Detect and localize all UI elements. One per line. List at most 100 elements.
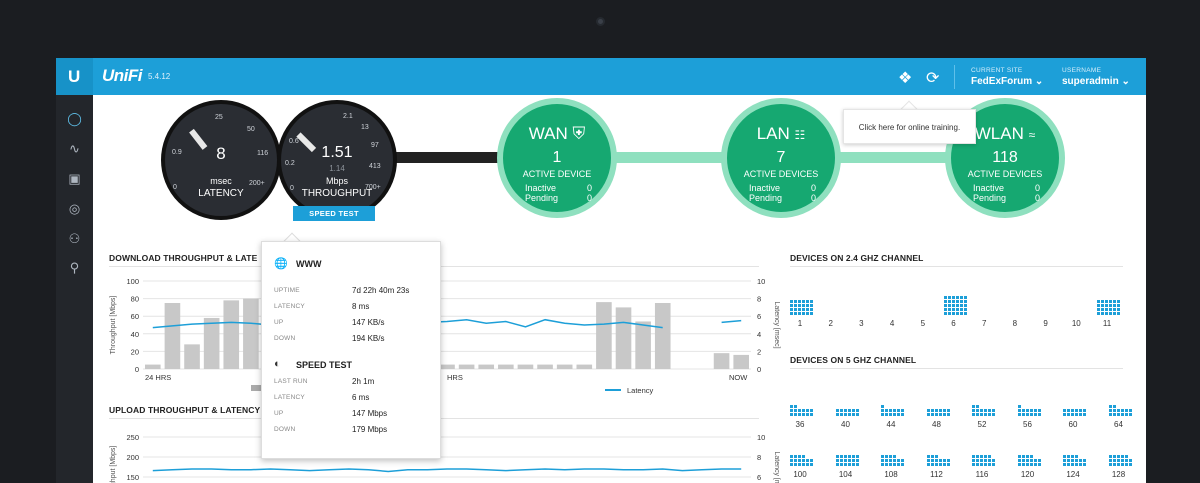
device-dot (1109, 308, 1112, 311)
username-value: superadmin (1062, 76, 1119, 87)
channel-devices[interactable] (1017, 455, 1042, 467)
download-chart[interactable]: 0 20 40 60 80 100 0 2 4 6 8 10 Throughput [Mbps] Late… (103, 273, 783, 403)
map-icon[interactable]: ▣ (68, 171, 81, 186)
training-icon[interactable]: ❖ (898, 70, 913, 87)
gauge-tick: 2.1 (343, 113, 353, 120)
training-tooltip[interactable]: Click here for online training. (843, 109, 976, 144)
upload-chart[interactable]: 250 10 200 8 150 6 Throughput [Mbps] Latency [m… (103, 425, 783, 483)
channel-devices[interactable] (1108, 455, 1133, 467)
device-dot (790, 405, 793, 408)
device-dot (1079, 409, 1082, 412)
device-dot (881, 409, 884, 412)
device-dot (984, 459, 987, 462)
gauge-tick: 13 (361, 124, 369, 131)
ubiquiti-logo[interactable]: U (56, 58, 93, 95)
dashboard-icon[interactable]: ◯ (67, 111, 82, 126)
channel-devices[interactable] (1063, 455, 1087, 467)
channel-devices[interactable] (790, 455, 814, 467)
device-dot (1025, 463, 1029, 466)
channel-devices[interactable] (1017, 405, 1042, 417)
statistics-icon[interactable]: ∿ (69, 141, 80, 156)
channel-label: 104 (838, 470, 853, 479)
device-dot (930, 413, 934, 416)
device-dot (889, 409, 892, 412)
channel-devices[interactable] (926, 455, 951, 467)
device-dot (790, 409, 793, 412)
channel-devices[interactable] (1097, 300, 1121, 316)
device-dot (794, 459, 797, 462)
throughput-bar (203, 317, 220, 369)
channel-devices[interactable] (972, 405, 996, 417)
y-tick-label: 200 (126, 453, 139, 462)
channel-devices[interactable] (881, 405, 905, 417)
gauge-tick: 0.9 (172, 149, 182, 156)
y-tick-label: 100 (126, 277, 139, 286)
device-dot (897, 413, 900, 416)
device-dot (802, 459, 805, 462)
channel-devices[interactable] (1108, 405, 1133, 417)
device-dot (934, 409, 938, 412)
inactive-value: 0 (587, 183, 593, 193)
device-dot (1029, 459, 1033, 462)
device-dot (1116, 459, 1120, 462)
device-dot (951, 312, 955, 315)
device-dot (798, 463, 801, 466)
devices-icon[interactable]: ◎ (68, 201, 81, 216)
y-tick-label: 0 (135, 365, 139, 374)
y-tick-label: 60 (131, 312, 139, 321)
device-dot (794, 409, 797, 412)
device-dot (881, 405, 884, 408)
throughput-gauge[interactable]: 0 0.2 0.6 2.1 13 97 413 700+ 1.51 1.14 M… (277, 100, 397, 220)
channel-devices[interactable] (972, 455, 996, 467)
wan-bubble[interactable]: WAN ⛨ 1 ACTIVE DEVICE Inactive 0 Pending 0 (497, 98, 617, 218)
speed-test-button[interactable]: SPEED TEST (293, 206, 375, 221)
insights-icon[interactable]: ⚲ (69, 260, 80, 275)
channel-devices[interactable] (943, 296, 968, 316)
app-version: 5.4.12 (148, 72, 171, 81)
device-dot (1067, 409, 1070, 412)
channel-devices[interactable] (835, 455, 860, 467)
channel-devices[interactable] (790, 405, 814, 417)
chevron-down-icon: ⌄ (1121, 76, 1130, 87)
device-dot (943, 296, 947, 299)
throughput-bar (733, 354, 749, 369)
current-site-selector[interactable]: FedExForum ⌄ (971, 76, 1043, 87)
channel-label: 112 (930, 470, 943, 479)
channel-label: 40 (841, 420, 850, 429)
device-dot (810, 304, 813, 307)
clients-icon[interactable]: ⚇ (68, 231, 81, 246)
device-dot (963, 304, 967, 307)
channel-devices[interactable] (1063, 409, 1087, 417)
channel-devices[interactable] (835, 409, 860, 417)
refresh-icon[interactable]: ⟳ (926, 70, 940, 87)
wan-title-text: WAN (528, 124, 568, 143)
channel-devices[interactable] (790, 300, 814, 316)
device-dot (930, 455, 934, 458)
device-dot (798, 308, 801, 311)
throughput-bar (537, 364, 553, 369)
device-dot (1079, 459, 1082, 462)
lan-bubble[interactable]: LAN ☷ 7 ACTIVE DEVICES Inactive 0 Pending… (721, 98, 841, 218)
device-dot (1021, 459, 1025, 462)
device-dot (806, 413, 809, 416)
device-dot (930, 409, 934, 412)
device-dot (938, 409, 942, 412)
gauge-tick: 413 (369, 163, 381, 170)
device-dot (897, 409, 900, 412)
channel-devices[interactable] (926, 409, 951, 417)
device-dot (943, 308, 947, 311)
wlan-count: 118 (992, 149, 1018, 166)
device-dot (843, 409, 847, 412)
wlan-bubble[interactable]: WLAN ≈ 118 ACTIVE DEVICES Inactive 0 Pend… (945, 98, 1065, 218)
username-selector[interactable]: superadmin ⌄ (1062, 76, 1130, 87)
latency-gauge[interactable]: 0 0.9 25 50 116 200+ 8 msec LATENCY (161, 100, 281, 220)
throughput-bar (635, 321, 651, 369)
device-dot (1124, 409, 1128, 412)
device-dot (802, 308, 805, 311)
device-dot (794, 300, 797, 303)
device-dot (1033, 459, 1037, 462)
device-dot (1128, 409, 1132, 412)
channel-devices[interactable] (881, 455, 905, 467)
device-dot (1128, 413, 1132, 416)
device-dot (806, 463, 809, 466)
